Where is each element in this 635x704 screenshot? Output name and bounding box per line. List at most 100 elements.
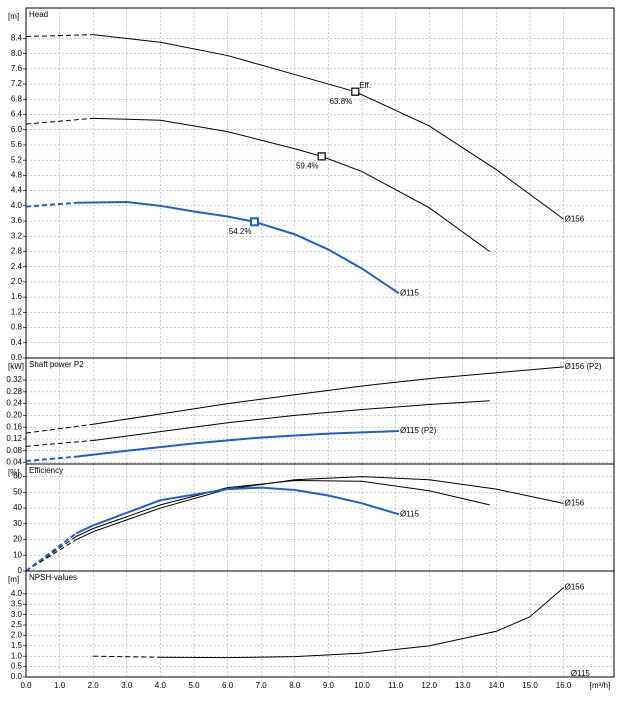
annotation: Ø115 [571,669,591,678]
y-tick-label: 6.8 [11,94,23,103]
efficiency-label: 59.4% [296,161,319,170]
y-unit: [%] [8,468,20,477]
curve [25,439,94,447]
y-tick-label: 0.5 [11,662,23,671]
y-tick-label: 0 [18,566,23,575]
x-tick-label: 15.0 [522,681,538,690]
y-tick-label: 3.5 [11,599,23,608]
duty-point [317,152,326,161]
y-tick-label: 10 [13,550,22,559]
curve [75,486,400,535]
panel-title: Head [29,10,48,19]
x-tick-label: 2.0 [88,681,100,690]
y-tick-label: 7.6 [11,64,23,73]
y-tick-label: 2.5 [11,620,23,629]
curve [25,423,94,434]
y-tick-label: 5.6 [11,140,23,149]
curve-label: Ø115 (P2) [400,426,437,435]
panel-title: NPSH-values [29,573,77,582]
y-tick-label: 0.12 [6,434,22,443]
y-tick-label: 40 [13,503,22,512]
x-tick-label: 3.0 [121,681,133,690]
curve [76,480,490,537]
curve [25,455,77,463]
curve [160,587,564,659]
curve [93,400,490,441]
y-tick-label: 0.16 [6,422,22,431]
curve-label: Ø156 [565,583,585,592]
y-tick-label: 8.0 [11,49,23,58]
y-tick-label: 6.4 [11,110,23,119]
y-tick-label: 6.0 [11,125,23,134]
y-tick-label: 1.0 [11,651,23,660]
y-tick-label: 0.04 [6,458,22,467]
duty-point [351,87,360,96]
y-tick-label: 5.2 [11,155,23,164]
y-tick-label: 2.4 [11,262,23,271]
x-tick-label: 16.0 [556,681,572,690]
efficiency-label: 54.2% [229,227,252,236]
curve [93,655,161,658]
curve [93,34,564,220]
y-tick-label: 0.28 [6,387,22,396]
x-tick-label: 14.0 [489,681,505,690]
curve [25,532,77,572]
y-unit: [m] [8,12,19,21]
y-tick-label: 0.4 [11,338,23,347]
panel-frame [25,570,615,678]
y-tick-label: 50 [13,487,22,496]
y-tick-label: 0.08 [6,446,22,455]
y-tick-label: 1.6 [11,292,23,301]
curve [25,201,77,208]
y-tick-label: 4.0 [11,201,23,210]
y-tick-label: 4.8 [11,171,23,180]
curve-label: Ø156 [565,214,585,223]
y-tick-label: 2.8 [11,247,23,256]
y-tick-label: 0.0 [11,353,23,362]
y-tick-label: 7.2 [11,79,23,88]
panel-title: Shaft power P2 [29,360,84,369]
y-tick-label: 2.0 [11,631,23,640]
x-tick-label: 6.0 [222,681,234,690]
x-tick-label: 13.0 [455,681,471,690]
curve-label: Ø115 [400,509,420,518]
x-tick-label: 9.0 [323,681,335,690]
y-tick-label: 0.8 [11,323,23,332]
curve [93,366,564,425]
x-tick-label: 0.0 [20,681,32,690]
curve [93,117,490,252]
panel-title: Efficiency [29,466,63,475]
y-unit: [kW] [8,362,24,371]
x-tick-label: 12.0 [421,681,437,690]
panel-frame [25,357,615,465]
y-tick-label: 0.0 [11,672,23,681]
curve [76,476,564,540]
y-tick-label: 0.20 [6,411,22,420]
x-tick-label: 8.0 [289,681,301,690]
y-tick-label: 4.0 [11,589,23,598]
x-tick-label: 5.0 [188,681,200,690]
x-tick-label: 10.0 [354,681,370,690]
y-tick-label: 0.24 [6,399,22,408]
x-tick-label: 1.0 [54,681,66,690]
curve [25,117,94,125]
x-tick-label: 7.0 [256,681,268,690]
y-tick-label: 3.0 [11,610,23,619]
y-tick-label: 8.4 [11,34,23,43]
curve-label: Ø156 (P2) [565,362,602,371]
y-tick-label: 1.5 [11,641,23,650]
y-tick-label: 0.32 [6,375,22,384]
curve-label: Ø115 [400,288,420,297]
y-tick-label: 3.2 [11,231,23,240]
y-tick-label: 20 [13,535,22,544]
x-tick-label: 4.0 [155,681,167,690]
point-note: Eff. [359,81,371,90]
y-tick-label: 4.4 [11,186,23,195]
duty-point [249,217,259,227]
x-unit: [m³/h] [590,681,610,690]
curve [76,201,400,295]
curve [25,34,94,38]
y-tick-label: 3.6 [11,216,23,225]
x-tick-label: 11.0 [388,681,404,690]
